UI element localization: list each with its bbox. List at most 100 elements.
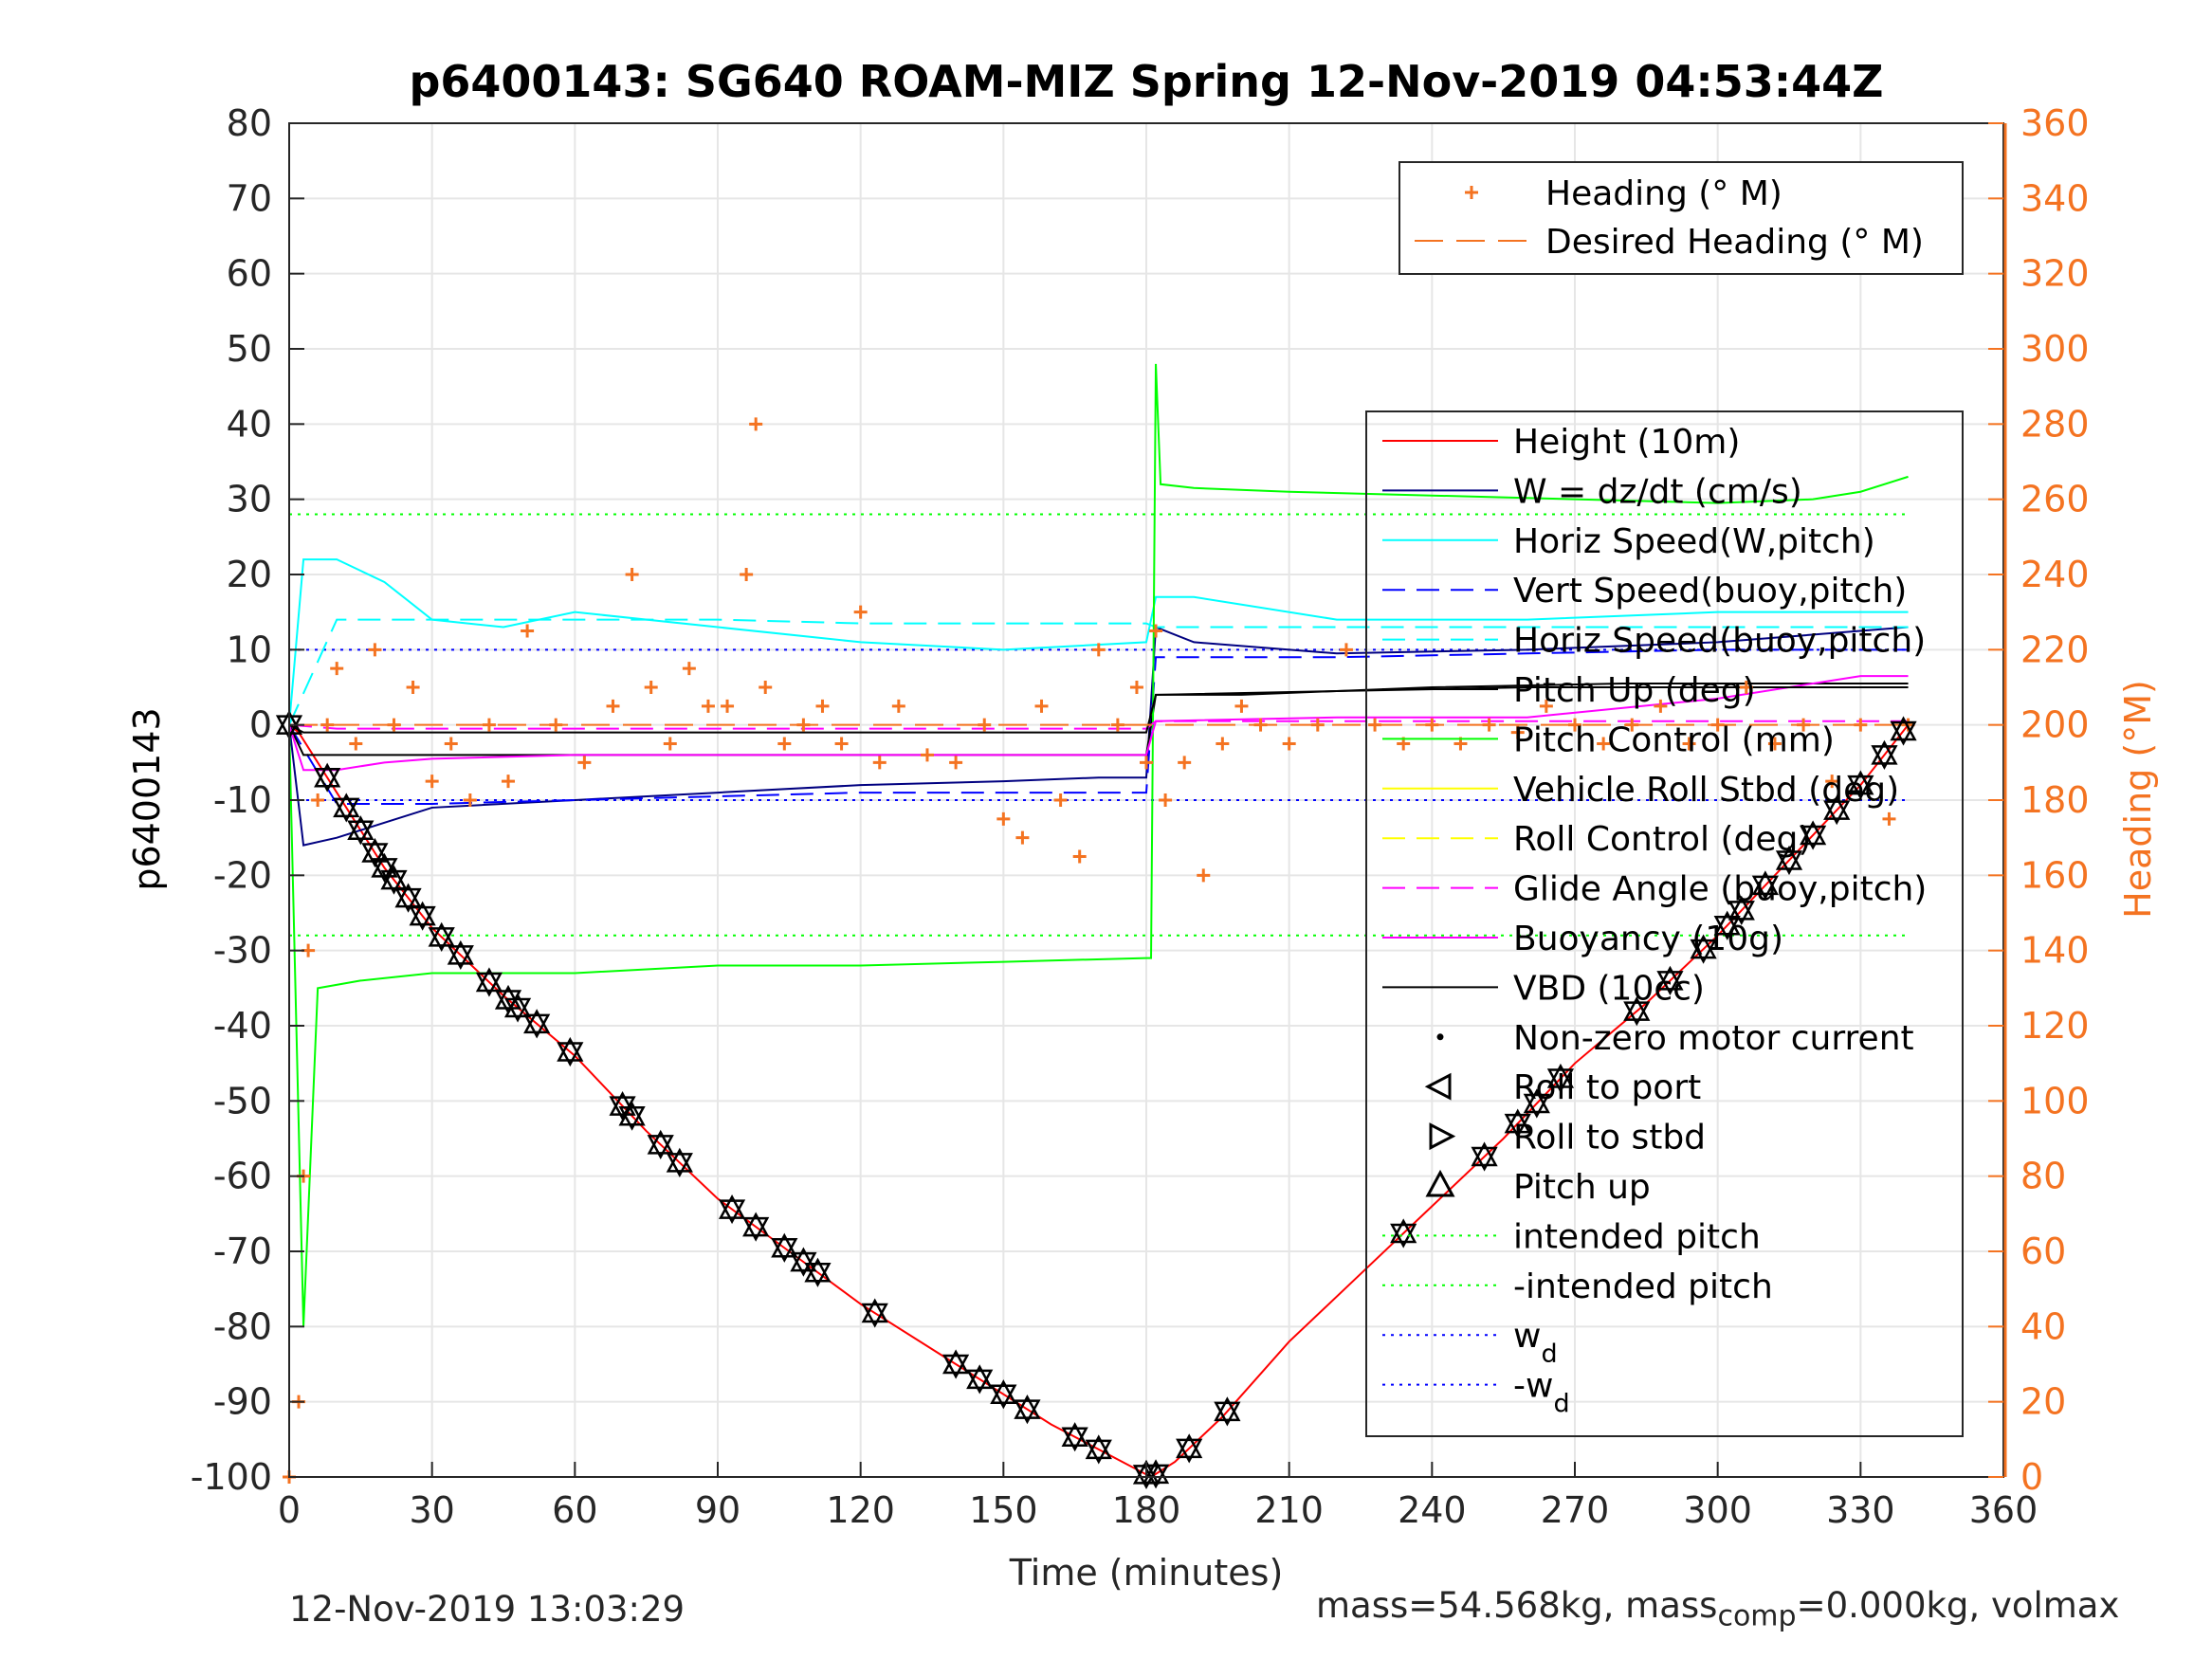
legend-label: Glide Angle (buoy,pitch) — [1513, 870, 1927, 909]
y2-tick-label: 40 — [2020, 1305, 2066, 1347]
pitch-up-marker — [861, 1298, 888, 1323]
y-tick-label: -80 — [213, 1305, 272, 1347]
heading-point — [1091, 643, 1106, 657]
y2-tick-label: 140 — [2020, 930, 2090, 972]
y2-tick-label: 20 — [2020, 1381, 2066, 1423]
legend-heading-label: Heading (° M) — [1545, 174, 1782, 213]
heading-point — [1539, 699, 1553, 713]
y2-tick-label: 0 — [2020, 1456, 2043, 1498]
x-tick-label: 150 — [969, 1489, 1038, 1531]
pitch-up-marker — [503, 993, 532, 1018]
x-tick-label: 240 — [1398, 1489, 1467, 1531]
pitch-up-marker — [409, 901, 436, 926]
y2-tick-label: 100 — [2020, 1080, 2090, 1121]
roll-marker — [1546, 1068, 1575, 1094]
chart-title: p6400143: SG640 ROAM-MIZ Spring 12-Nov-2… — [409, 56, 1883, 107]
heading-point — [425, 775, 439, 789]
heading-point — [1110, 718, 1124, 732]
motor-event-markers — [275, 710, 1917, 1489]
roll-marker — [394, 887, 422, 913]
pitch-up-marker — [618, 1101, 646, 1126]
roll-marker — [1690, 939, 1717, 964]
heading-point — [796, 718, 811, 732]
heading-point — [349, 737, 363, 751]
series-line-buoyancy-10g — [288, 675, 1909, 772]
heading-point — [759, 681, 773, 694]
series-line-pitch-control-mm — [288, 363, 1909, 1327]
mass-subscript: comp — [1717, 1599, 1797, 1633]
legend-label: Buoyancy (10g) — [1513, 920, 1783, 958]
pitch-up-marker — [804, 1257, 832, 1283]
heading-point — [482, 718, 496, 732]
x-tick-label: 180 — [1112, 1489, 1181, 1531]
roll-marker — [942, 1354, 970, 1379]
y2-tick-label: 80 — [2020, 1156, 2066, 1197]
pitch-up-marker — [475, 967, 503, 993]
pitch-up-marker — [718, 1194, 746, 1219]
heading-point — [1597, 737, 1611, 751]
roll-marker — [1847, 775, 1874, 800]
heading-point — [1310, 718, 1325, 732]
legend-swatch — [1425, 1169, 1455, 1197]
roll-marker — [1871, 745, 1898, 771]
x-tick-label: 300 — [1683, 1489, 1752, 1531]
y2-tick-label: 240 — [2020, 554, 2090, 595]
y-tick-label: -20 — [213, 854, 272, 896]
heading-point — [891, 699, 905, 713]
roll-marker — [428, 927, 455, 953]
heading-point — [1140, 756, 1153, 770]
heading-point — [701, 699, 715, 713]
pitch-up-marker — [1890, 716, 1917, 741]
legend-main-box — [1365, 410, 1964, 1437]
legend-heading: Heading (° M) Desired Heading (° M) — [1398, 161, 1964, 275]
y-tick-label: 60 — [227, 253, 272, 295]
legend-label: Horiz Speed(buoy,pitch) — [1513, 622, 1926, 661]
pitch-up-marker — [428, 921, 455, 947]
legend-label: Vehicle Roll Stbd (deg) — [1513, 771, 1899, 810]
pitch-up-marker — [1546, 1063, 1575, 1088]
heading-point — [330, 662, 344, 676]
y-tick-label: -90 — [213, 1381, 272, 1423]
legend-label: intended pitch — [1513, 1217, 1761, 1256]
roll-marker — [333, 797, 360, 823]
pitch-up-marker — [966, 1364, 994, 1390]
roll-marker — [742, 1216, 770, 1242]
pitch-up-marker — [394, 883, 422, 908]
y-tick-label: 70 — [227, 177, 272, 219]
y2-tick-label: 120 — [2020, 1005, 2090, 1047]
legend-label: Roll Control (deg) — [1513, 820, 1811, 859]
pitch-up-marker — [1523, 1088, 1550, 1114]
legend-label: W = dz/dt (cm/s) — [1513, 472, 1802, 511]
y2-tick-label: 320 — [2020, 253, 2090, 295]
heading-point — [1129, 681, 1143, 694]
heading-point — [320, 718, 335, 732]
pitch-up-marker — [990, 1379, 1017, 1404]
heading-point — [1654, 699, 1668, 713]
roll-marker — [475, 972, 503, 997]
roll-marker — [314, 767, 341, 793]
heading-point — [1882, 811, 1896, 826]
pitch-up-marker — [1728, 895, 1755, 921]
x-tick-label: 270 — [1541, 1489, 1610, 1531]
roll-marker — [1061, 1427, 1088, 1452]
heading-point — [444, 737, 458, 751]
y2-tick-label: 160 — [2020, 854, 2090, 896]
y-tick-label: -10 — [213, 779, 272, 821]
x-axis-label: Time (minutes) — [1009, 1552, 1284, 1594]
x-tick-label: 90 — [695, 1489, 740, 1531]
roll-marker — [1523, 1093, 1550, 1119]
heading-point — [387, 718, 401, 732]
heading-point — [1739, 681, 1753, 694]
heading-point — [1510, 725, 1525, 739]
heading-point — [996, 811, 1011, 826]
y2-tick-label: 300 — [2020, 328, 2090, 370]
pitch-up-marker — [742, 1212, 770, 1237]
heading-point — [1159, 793, 1173, 807]
mass-suffix: =0.000kg, volmax — [1796, 1585, 2120, 1626]
pitch-up-marker — [333, 793, 360, 818]
y2-tick-label: 340 — [2020, 177, 2090, 219]
heading-point — [1197, 868, 1211, 883]
legend-label-subscript: d — [1553, 1390, 1569, 1419]
pitch-up-marker — [347, 815, 375, 840]
